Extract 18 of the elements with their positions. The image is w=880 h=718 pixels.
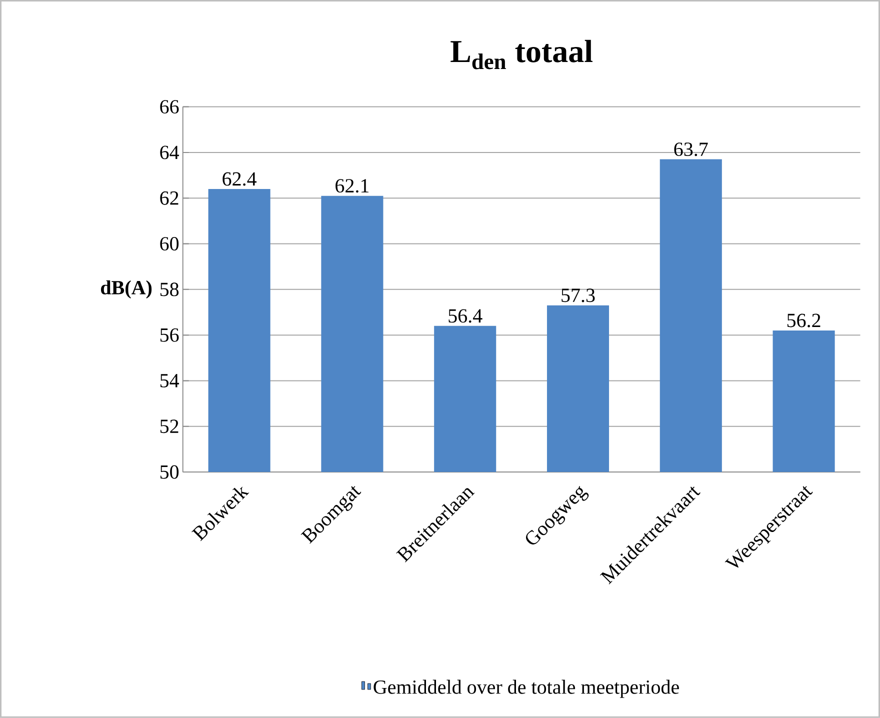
y-tick-label: 64 xyxy=(160,146,180,160)
data-label: 62.1 xyxy=(336,179,369,193)
y-tick-label: 60 xyxy=(160,237,179,251)
y-tick-label: 66 xyxy=(160,100,179,114)
legend-label: Gemiddeld over de totale meetperiode xyxy=(374,680,679,698)
data-label: 56.2 xyxy=(787,314,820,328)
y-tick-label: 54 xyxy=(160,374,180,388)
data-label: 57.3 xyxy=(562,288,595,302)
data-label: 63.7 xyxy=(674,142,708,156)
data-label: 56.4 xyxy=(448,309,482,323)
y-tick-label: 50 xyxy=(160,465,179,479)
y-tick-label: 58 xyxy=(160,282,179,296)
y-axis-title: dB(A) xyxy=(101,280,152,299)
chart-title: L$_{den}$ totaal xyxy=(450,40,592,70)
y-tick-label: 52 xyxy=(160,420,178,434)
y-tick-label: 62 xyxy=(160,191,178,205)
y-tick-label: 56 xyxy=(160,328,179,342)
data-label: 62.4 xyxy=(222,172,257,186)
